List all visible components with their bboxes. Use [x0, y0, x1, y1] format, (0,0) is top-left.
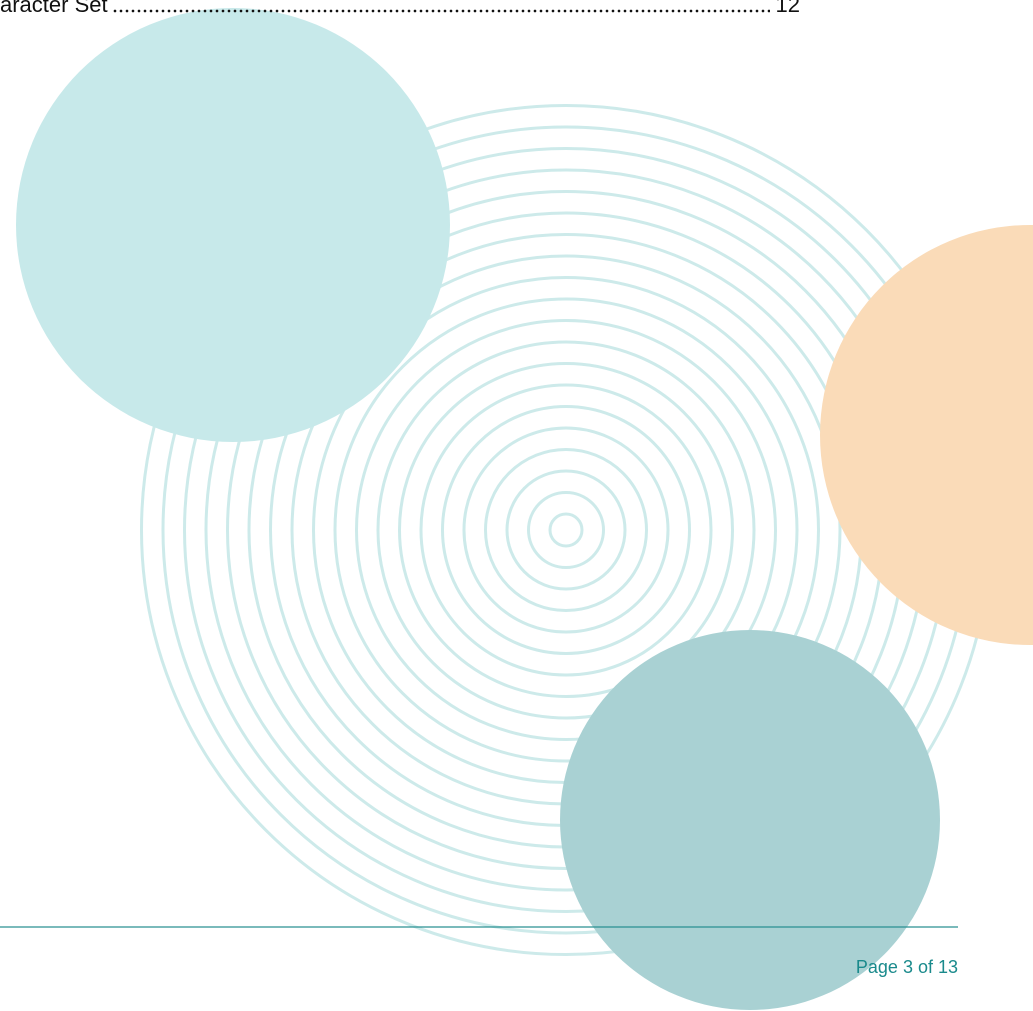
ring — [529, 493, 604, 568]
toc-title: aracter Set — [0, 0, 108, 18]
ring — [443, 407, 690, 654]
decoration — [0, 0, 1033, 1011]
page-number: Page 3 of 13 — [856, 957, 958, 978]
toc-entry: aracter Set 12 — [0, 0, 800, 18]
page: aracter Set 12 Page 3 of 13 (() => { con… — [0, 0, 1033, 1011]
ring — [486, 450, 647, 611]
ring — [507, 471, 625, 589]
ring — [464, 428, 668, 632]
orange-circle — [820, 225, 1033, 645]
dot-leader — [112, 8, 770, 14]
teal-circle — [560, 630, 940, 1010]
ring — [550, 514, 582, 546]
toc-page: 12 — [776, 0, 800, 18]
light-circle — [16, 8, 450, 442]
